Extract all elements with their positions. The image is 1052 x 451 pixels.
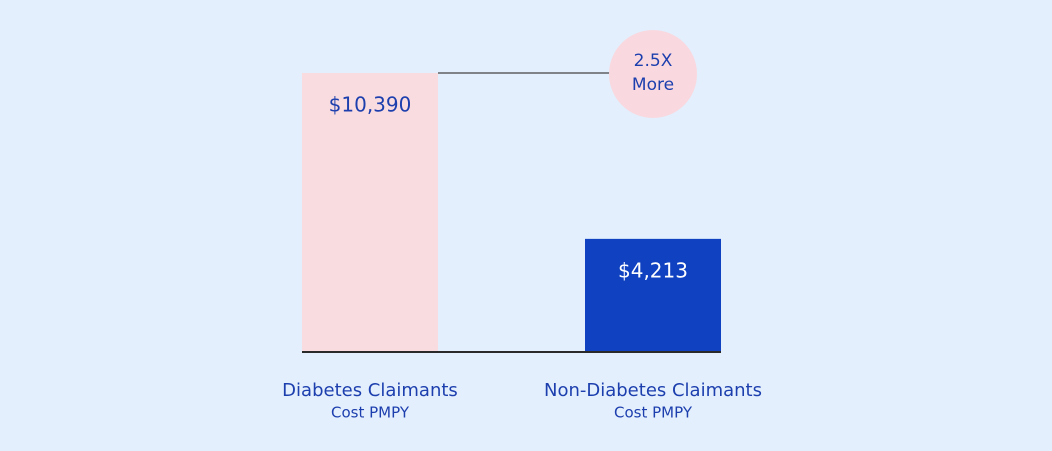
category-sublabel: Cost PMPY bbox=[614, 404, 693, 422]
annotation-text: More bbox=[632, 75, 674, 95]
value-label: $4,213 bbox=[618, 258, 688, 282]
bar bbox=[585, 238, 721, 352]
annotation-text: 2.5X bbox=[634, 51, 673, 71]
category-label: Non-Diabetes Claimants bbox=[544, 380, 762, 401]
category-label: Diabetes Claimants bbox=[282, 380, 458, 401]
category-sublabel: Cost PMPY bbox=[331, 404, 410, 422]
value-label: $10,390 bbox=[329, 93, 412, 117]
annotation-badge bbox=[609, 30, 697, 118]
bar bbox=[302, 73, 438, 352]
